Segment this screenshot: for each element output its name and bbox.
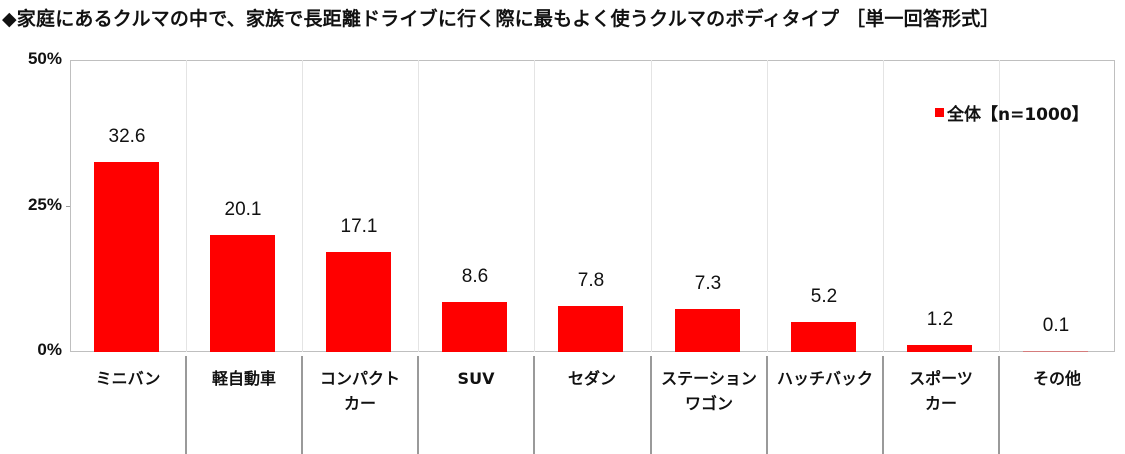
category-label: その他 <box>999 366 1115 391</box>
category-gridline <box>302 60 303 352</box>
y-tick-25: 25% <box>27 195 62 214</box>
category-label-line1: 軽自動車 <box>211 369 276 388</box>
category-label-line2: カー <box>924 394 957 413</box>
category-label-line1: SUV <box>457 369 495 388</box>
bar <box>675 309 740 352</box>
category-label: ステーション ワゴン <box>651 366 767 416</box>
value-label: 7.3 <box>694 273 722 295</box>
category-gridline <box>651 60 652 352</box>
category-gridline <box>999 60 1000 352</box>
category-label-line2: カー <box>343 394 376 413</box>
category-gridline <box>186 60 187 352</box>
category-separator <box>417 356 419 454</box>
category-gridline <box>534 60 535 352</box>
y-tick-50: 50% <box>27 49 62 68</box>
legend: 全体【n=1000】 <box>935 100 1089 125</box>
category-label-line1: その他 <box>1032 369 1081 388</box>
category-label-line1: スポーツ <box>909 369 973 388</box>
category-label-line1: セダン <box>567 369 616 388</box>
category-separator <box>185 356 187 454</box>
category-label-line1: ハッチバック <box>776 369 873 388</box>
bar <box>442 301 507 352</box>
value-label: 8.6 <box>461 265 489 287</box>
category-gridline <box>767 60 768 352</box>
category-label: スポーツ カー <box>883 366 999 416</box>
category-label: 軽自動車 <box>186 366 302 391</box>
value-label: 20.1 <box>224 198 262 220</box>
legend-label: 全体【n=1000】 <box>947 105 1089 125</box>
chart-title: ◆家庭にあるクルマの中で、家族で長距離ドライブに行く際に最もよく使うクルマのボデ… <box>2 8 1000 30</box>
category-label-line1: コンパクト <box>319 369 400 388</box>
category-separator <box>766 356 768 454</box>
category-separator <box>301 356 303 454</box>
category-label: ミニバン <box>70 366 186 391</box>
value-label: 32.6 <box>108 125 146 147</box>
category-label: セダン <box>534 366 650 391</box>
category-label: SUV <box>418 366 534 391</box>
category-separator <box>533 356 535 454</box>
y-tick-0: 0% <box>37 340 62 359</box>
y-tick-mark <box>66 206 71 207</box>
value-label: 5.2 <box>810 285 838 307</box>
legend-swatch <box>935 108 944 117</box>
category-label: ハッチバック <box>767 366 883 391</box>
bar <box>791 321 856 352</box>
bar <box>210 234 275 352</box>
category-separator <box>998 356 1000 454</box>
value-label: 0.1 <box>1042 314 1070 336</box>
category-label-line1: ミニバン <box>95 369 161 388</box>
category-label-line1: ステーション <box>661 369 757 388</box>
category-separator <box>882 356 884 454</box>
bar <box>907 344 972 352</box>
category-gridline <box>883 60 884 352</box>
bar <box>1023 350 1088 352</box>
bar <box>94 161 159 352</box>
category-separator <box>650 356 652 454</box>
value-label: 17.1 <box>340 216 378 238</box>
value-label: 1.2 <box>926 308 954 330</box>
category-label-line2: ワゴン <box>684 394 733 413</box>
bar <box>326 252 391 352</box>
category-gridline <box>418 60 419 352</box>
bar <box>558 306 623 352</box>
category-label: コンパクト カー <box>302 366 418 416</box>
value-label: 7.8 <box>577 270 605 292</box>
